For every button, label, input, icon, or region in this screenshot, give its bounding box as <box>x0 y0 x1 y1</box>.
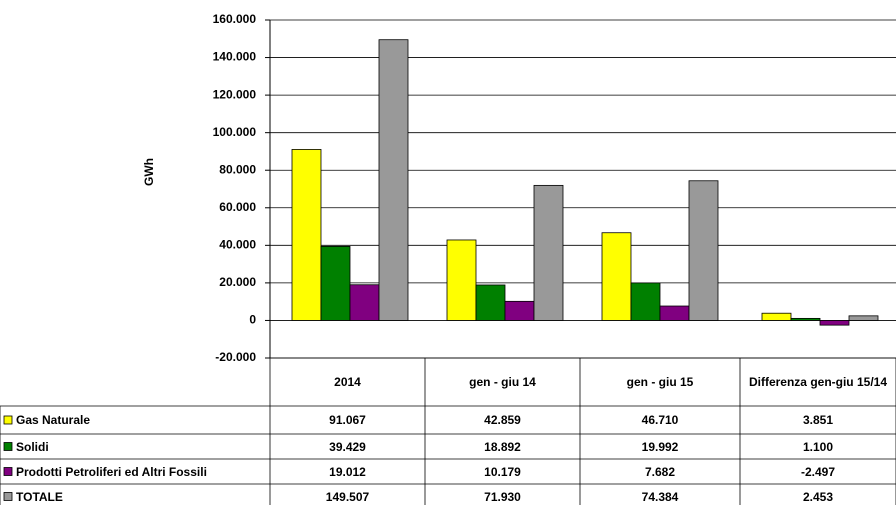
bar <box>291 149 322 321</box>
y-axis-label: GWh <box>142 158 156 186</box>
bar <box>533 184 564 321</box>
legend-label: TOTALE <box>16 489 63 504</box>
y-tick-label: 20.000 <box>219 275 256 289</box>
x-tick-label: gen - giu 14 <box>469 375 536 389</box>
data-label: 19.012 <box>329 464 366 479</box>
data-label: 91.067 <box>329 413 366 427</box>
legend-swatch <box>3 442 13 451</box>
data-label: 3.851 <box>802 413 834 427</box>
legend-label: Gas Naturale <box>16 413 91 427</box>
data-label: 10.179 <box>484 464 521 479</box>
data-label: 46.710 <box>641 413 679 427</box>
bar <box>475 284 506 321</box>
bar <box>378 39 409 321</box>
bar <box>819 320 850 326</box>
data-label: 7.682 <box>644 464 676 479</box>
data-label: 71.930 <box>484 489 521 504</box>
data-label: -2.497 <box>800 464 836 479</box>
data-label: 2.453 <box>802 489 834 504</box>
y-tick-label: 100.000 <box>213 125 257 139</box>
legend-label: Prodotti Petroliferi ed Altri Fossili <box>16 464 207 479</box>
y-tick-label: 80.000 <box>219 162 256 176</box>
y-tick-label: 40.000 <box>219 238 256 252</box>
data-label: 42.859 <box>484 413 521 427</box>
bar <box>320 246 351 321</box>
data-label: 39.429 <box>329 439 366 454</box>
x-tick-label: 2014 <box>334 375 361 389</box>
bar <box>761 312 792 321</box>
data-label: 18.892 <box>484 439 521 454</box>
y-tick-label: -20.000 <box>215 350 256 364</box>
data-label: 149.507 <box>325 489 370 504</box>
data-label: 19.992 <box>641 439 679 454</box>
bar <box>504 300 535 321</box>
y-tick-label: 120.000 <box>213 87 257 101</box>
data-label: 74.384 <box>641 489 679 504</box>
legend-swatch <box>3 415 13 425</box>
bar <box>688 180 719 321</box>
y-tick-label: 60.000 <box>219 200 256 214</box>
y-tick-label: 160.000 <box>213 12 257 26</box>
legend-label: Solidi <box>16 439 49 454</box>
bar <box>790 317 821 321</box>
data-label: 1.100 <box>802 439 834 454</box>
bar <box>848 315 879 321</box>
legend-swatch <box>3 492 13 501</box>
bar <box>659 305 690 321</box>
bar <box>349 284 380 321</box>
x-tick-label: gen - giu 15 <box>626 375 694 389</box>
bar <box>446 239 477 321</box>
y-tick-label: 140.000 <box>213 50 257 64</box>
legend-swatch <box>3 467 13 476</box>
x-tick-label: Differenza gen-giu 15/14 <box>748 375 888 389</box>
y-tick-label: 0 <box>249 313 256 327</box>
bar <box>601 232 632 321</box>
bar <box>630 282 661 321</box>
